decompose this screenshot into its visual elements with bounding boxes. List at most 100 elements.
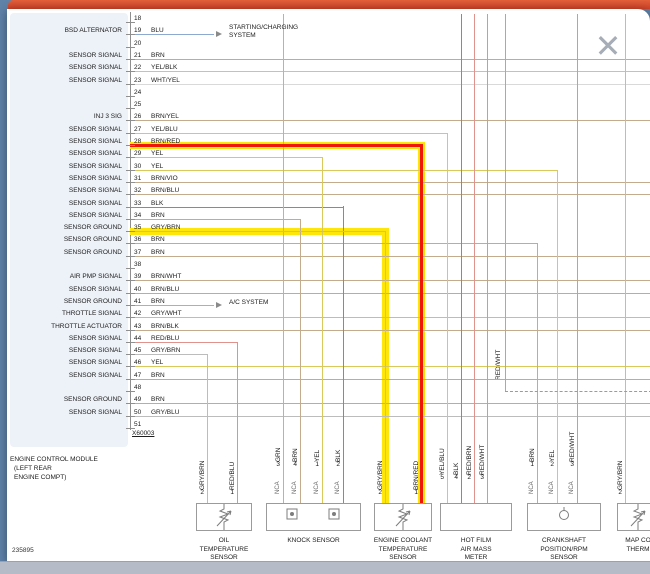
pin-number: 29: [134, 150, 142, 158]
component-box[interactable]: [440, 503, 512, 531]
pin-number: 32: [134, 187, 142, 195]
component-box[interactable]: [266, 503, 361, 531]
wire-color-label: YEL: [314, 449, 321, 462]
pin-tick: [126, 181, 135, 183]
component-pin-number: 2: [467, 474, 471, 481]
wire-horizontal[interactable]: [130, 132, 447, 134]
wire-horizontal[interactable]: [130, 194, 650, 196]
pin-tick: [126, 329, 135, 331]
wire-color-label: GRN: [275, 447, 282, 462]
wire-horizontal[interactable]: [130, 144, 423, 147]
wire-color-label: BLK: [453, 462, 460, 475]
ecu-connector-line: [130, 12, 131, 430]
pin-tick: [126, 255, 135, 257]
component-caption: MAP CO: [625, 537, 650, 544]
wire-vertical[interactable]: [537, 243, 538, 503]
pin-tick: [126, 169, 135, 171]
knock-element-icon: [328, 508, 340, 522]
wire-horizontal[interactable]: [130, 341, 237, 343]
wire-horizontal[interactable]: [130, 120, 650, 122]
pin-number: 43: [134, 322, 142, 330]
ecu-pin-function-label: SENSOR SIGNAL: [68, 199, 122, 207]
ecu-pin-function-label: SENSOR GROUND: [63, 236, 122, 244]
wire-vertical[interactable]: [625, 14, 626, 503]
wire-horizontal[interactable]: [130, 280, 650, 282]
pin-number: 21: [134, 51, 142, 59]
component-pin-number: 2: [378, 489, 382, 496]
component-pin-number: 2: [550, 461, 554, 468]
pin-tick: [126, 108, 135, 110]
wire-horizontal[interactable]: [130, 231, 385, 233]
wire-horizontal[interactable]: [130, 58, 650, 60]
top-accent-bar: [8, 0, 650, 9]
component-pin-number: 1: [530, 461, 534, 468]
pin-tick: [126, 243, 135, 245]
wire-horizontal[interactable]: [130, 378, 650, 380]
wire-color-label: GRY/BRN: [617, 460, 624, 491]
wire-color-label: BRN: [151, 297, 165, 305]
pin-tick: [126, 268, 135, 269]
wire-vertical[interactable]: [420, 144, 423, 503]
wire-horizontal[interactable]: [130, 292, 650, 294]
wire-horizontal[interactable]: [130, 169, 557, 171]
wire-vertical[interactable]: [487, 14, 488, 503]
close-button[interactable]: ✕: [594, 28, 622, 64]
pin-tick: [126, 403, 135, 405]
thermistor-icon: [628, 504, 648, 530]
wire-horizontal[interactable]: [130, 157, 322, 159]
pin-number: 42: [134, 310, 142, 318]
pin-tick: [126, 95, 135, 97]
wire-vertical[interactable]: [461, 14, 462, 503]
wire-vertical[interactable]: [343, 206, 344, 503]
wire-horizontal[interactable]: [130, 206, 343, 208]
pin-number: 38: [134, 261, 142, 268]
wire-horizontal[interactable]: [130, 415, 650, 417]
wire-color-label: GRY/BRN: [377, 460, 384, 491]
wire-color-label: BLU: [151, 27, 164, 35]
pin-tick: [126, 22, 135, 23]
wire-color-label: BRN/BLK: [151, 322, 179, 330]
wire-horizontal[interactable]: [130, 255, 650, 257]
wire-vertical[interactable]: [557, 170, 558, 503]
wire-vertical[interactable]: [447, 133, 448, 503]
wire-horizontal[interactable]: [130, 317, 650, 319]
ecu-pin-function-label: INJ 3 SIG: [93, 113, 122, 121]
wire-horizontal[interactable]: [130, 181, 650, 183]
wire-vertical[interactable]: [322, 157, 323, 503]
ecu-pin-label-panel: [10, 13, 128, 447]
wire-vertical[interactable]: [207, 354, 208, 503]
wire-horizontal[interactable]: [130, 218, 300, 220]
nca-label: NCA: [569, 481, 575, 494]
wire-horizontal[interactable]: [130, 329, 650, 331]
wire-vertical[interactable]: [385, 231, 386, 503]
wire-vertical[interactable]: [577, 14, 578, 503]
wire-vertical[interactable]: [505, 14, 506, 391]
ecu-pin-function-label: SENSOR SIGNAL: [68, 285, 122, 293]
wire-horizontal[interactable]: [130, 243, 537, 245]
wire-horizontal[interactable]: [130, 83, 650, 85]
pin-number: 39: [134, 273, 142, 281]
wire-horizontal[interactable]: [130, 354, 207, 356]
pin-number: 23: [134, 76, 142, 84]
wire-horizontal[interactable]: [130, 71, 650, 73]
wire-vertical[interactable]: [300, 219, 301, 503]
thermistor-icon: [393, 504, 413, 530]
pin-tick: [126, 341, 135, 343]
pin-tick: [126, 83, 135, 85]
nca-label: NCA: [292, 481, 298, 494]
component-pin-number: 4: [454, 474, 458, 481]
wire-color-label: GRY/BRN: [199, 460, 206, 491]
pin-number: 41: [134, 297, 142, 305]
wire-horizontal[interactable]: [130, 366, 650, 368]
wire-vertical[interactable]: [283, 14, 284, 503]
wire-color-label: BRN: [151, 248, 165, 256]
wire-vertical[interactable]: [474, 14, 475, 503]
wire-horizontal[interactable]: [130, 304, 214, 306]
pin-number: 37: [134, 248, 142, 256]
wire-color-label: BRN/VIO: [151, 174, 178, 182]
wire-color-label: YEL: [151, 359, 164, 367]
wire-horizontal[interactable]: [130, 34, 214, 36]
wire-horizontal[interactable]: [130, 403, 650, 405]
ecu-pin-function-label: THROTTLE SIGNAL: [62, 310, 122, 318]
wire-vertical[interactable]: [237, 342, 238, 503]
